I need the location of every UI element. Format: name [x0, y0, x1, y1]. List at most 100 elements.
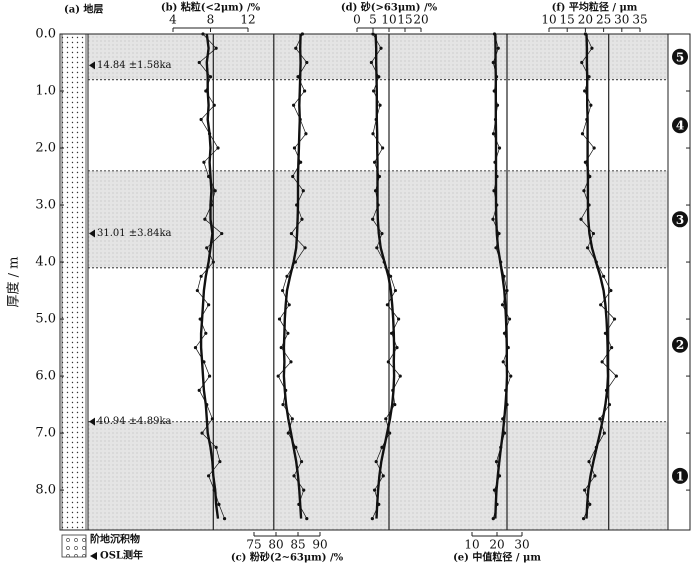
raw-point — [385, 303, 389, 307]
raw-point — [599, 303, 603, 307]
raw-point — [301, 189, 305, 193]
legend-label: 阶地沉积物 — [90, 533, 140, 546]
raw-point — [614, 374, 618, 378]
panel-title: (b) 粘粒(<2μm) /% — [161, 1, 261, 14]
unit-label: 2 — [676, 338, 684, 352]
raw-point — [580, 60, 584, 65]
raw-point — [583, 488, 587, 492]
unit-label: 5 — [676, 50, 684, 64]
raw-point — [377, 75, 381, 79]
raw-point — [500, 303, 505, 307]
panel-title: (f) 平均粒径 / μm — [552, 1, 638, 14]
x-tick-label: 90 — [312, 538, 327, 552]
raw-point — [380, 231, 384, 236]
raw-point — [208, 75, 213, 79]
raw-point — [397, 317, 401, 321]
x-tick-label: 8 — [207, 13, 215, 27]
raw-point — [593, 474, 597, 478]
raw-point — [299, 459, 304, 464]
raw-point — [579, 217, 583, 221]
x-tick-label: 35 — [632, 13, 647, 27]
legend-label: OSL测年 — [100, 549, 143, 562]
raw-point — [305, 516, 309, 521]
raw-point — [279, 345, 283, 350]
smooth-line — [494, 33, 509, 519]
x-tick-label: 85 — [290, 538, 305, 552]
raw-point — [374, 459, 378, 464]
raw-point — [197, 60, 201, 65]
raw-point — [292, 474, 296, 478]
raw-point — [388, 431, 392, 435]
x-tick-label: 0 — [353, 13, 361, 27]
raw-point — [204, 331, 208, 335]
raw-point — [203, 217, 207, 221]
osl-label: 14.84 ±1.58ka — [97, 60, 172, 71]
unit-marker — [672, 117, 688, 134]
raw-point — [222, 516, 227, 521]
raw-point — [207, 303, 211, 307]
strat-title: (a) 地层 — [64, 3, 103, 16]
raw-point — [602, 431, 606, 435]
raw-point — [304, 132, 308, 136]
x-tick-label: 4 — [169, 13, 177, 27]
raw-point — [389, 331, 394, 335]
raw-point — [303, 89, 307, 93]
raw-point — [199, 117, 203, 122]
raw-point — [505, 288, 509, 293]
raw-point — [591, 231, 596, 236]
raw-point — [583, 160, 588, 164]
raw-point — [286, 331, 290, 335]
unit-band — [88, 267, 668, 422]
y-tick-label: 4.0 — [35, 255, 56, 270]
y-tick-label: 2.0 — [35, 141, 56, 156]
raw-point — [300, 217, 304, 221]
raw-point — [491, 217, 495, 221]
unit-band — [88, 34, 668, 80]
raw-point — [373, 488, 377, 492]
raw-point — [491, 60, 495, 65]
unit-label: 1 — [676, 469, 684, 483]
raw-point — [371, 217, 375, 221]
raw-point — [491, 132, 496, 136]
raw-point — [370, 516, 374, 521]
raw-point — [600, 360, 604, 364]
raw-point — [588, 502, 592, 506]
raw-point — [289, 231, 293, 236]
raw-point — [211, 260, 215, 264]
x-tick-label: 10 — [541, 13, 556, 27]
x-tick-label: 30 — [614, 13, 629, 27]
raw-point — [218, 459, 222, 464]
y-axis-label: 厚度 / m — [6, 257, 22, 308]
x-tick-label: 10 — [464, 538, 479, 552]
osl-label: 40.94 ±4.89ka — [97, 416, 172, 427]
raw-point — [378, 103, 382, 107]
y-tick-label: 0.0 — [35, 27, 56, 42]
raw-point — [610, 345, 614, 350]
raw-point — [497, 146, 502, 150]
raw-point — [389, 274, 393, 278]
raw-point — [199, 274, 203, 278]
raw-point — [292, 103, 296, 107]
raw-point — [509, 374, 513, 378]
raw-point — [375, 246, 379, 250]
raw-point — [294, 46, 298, 50]
raw-point — [277, 317, 282, 321]
unit-label: 4 — [676, 119, 684, 133]
frame — [59, 33, 691, 531]
raw-point — [602, 274, 606, 278]
raw-point — [379, 46, 383, 50]
raw-point — [585, 246, 590, 250]
raw-point — [290, 417, 294, 421]
raw-point — [201, 32, 205, 36]
unit-marker — [672, 336, 688, 353]
smooth-line — [282, 33, 303, 519]
raw-point — [384, 417, 388, 421]
x-tick-label: 20 — [489, 538, 504, 552]
raw-point — [220, 231, 224, 236]
raw-point — [609, 288, 613, 293]
y-tick-label: 3.0 — [35, 198, 56, 213]
raw-point — [305, 60, 309, 65]
raw-point — [287, 303, 291, 307]
raw-point — [281, 402, 285, 407]
